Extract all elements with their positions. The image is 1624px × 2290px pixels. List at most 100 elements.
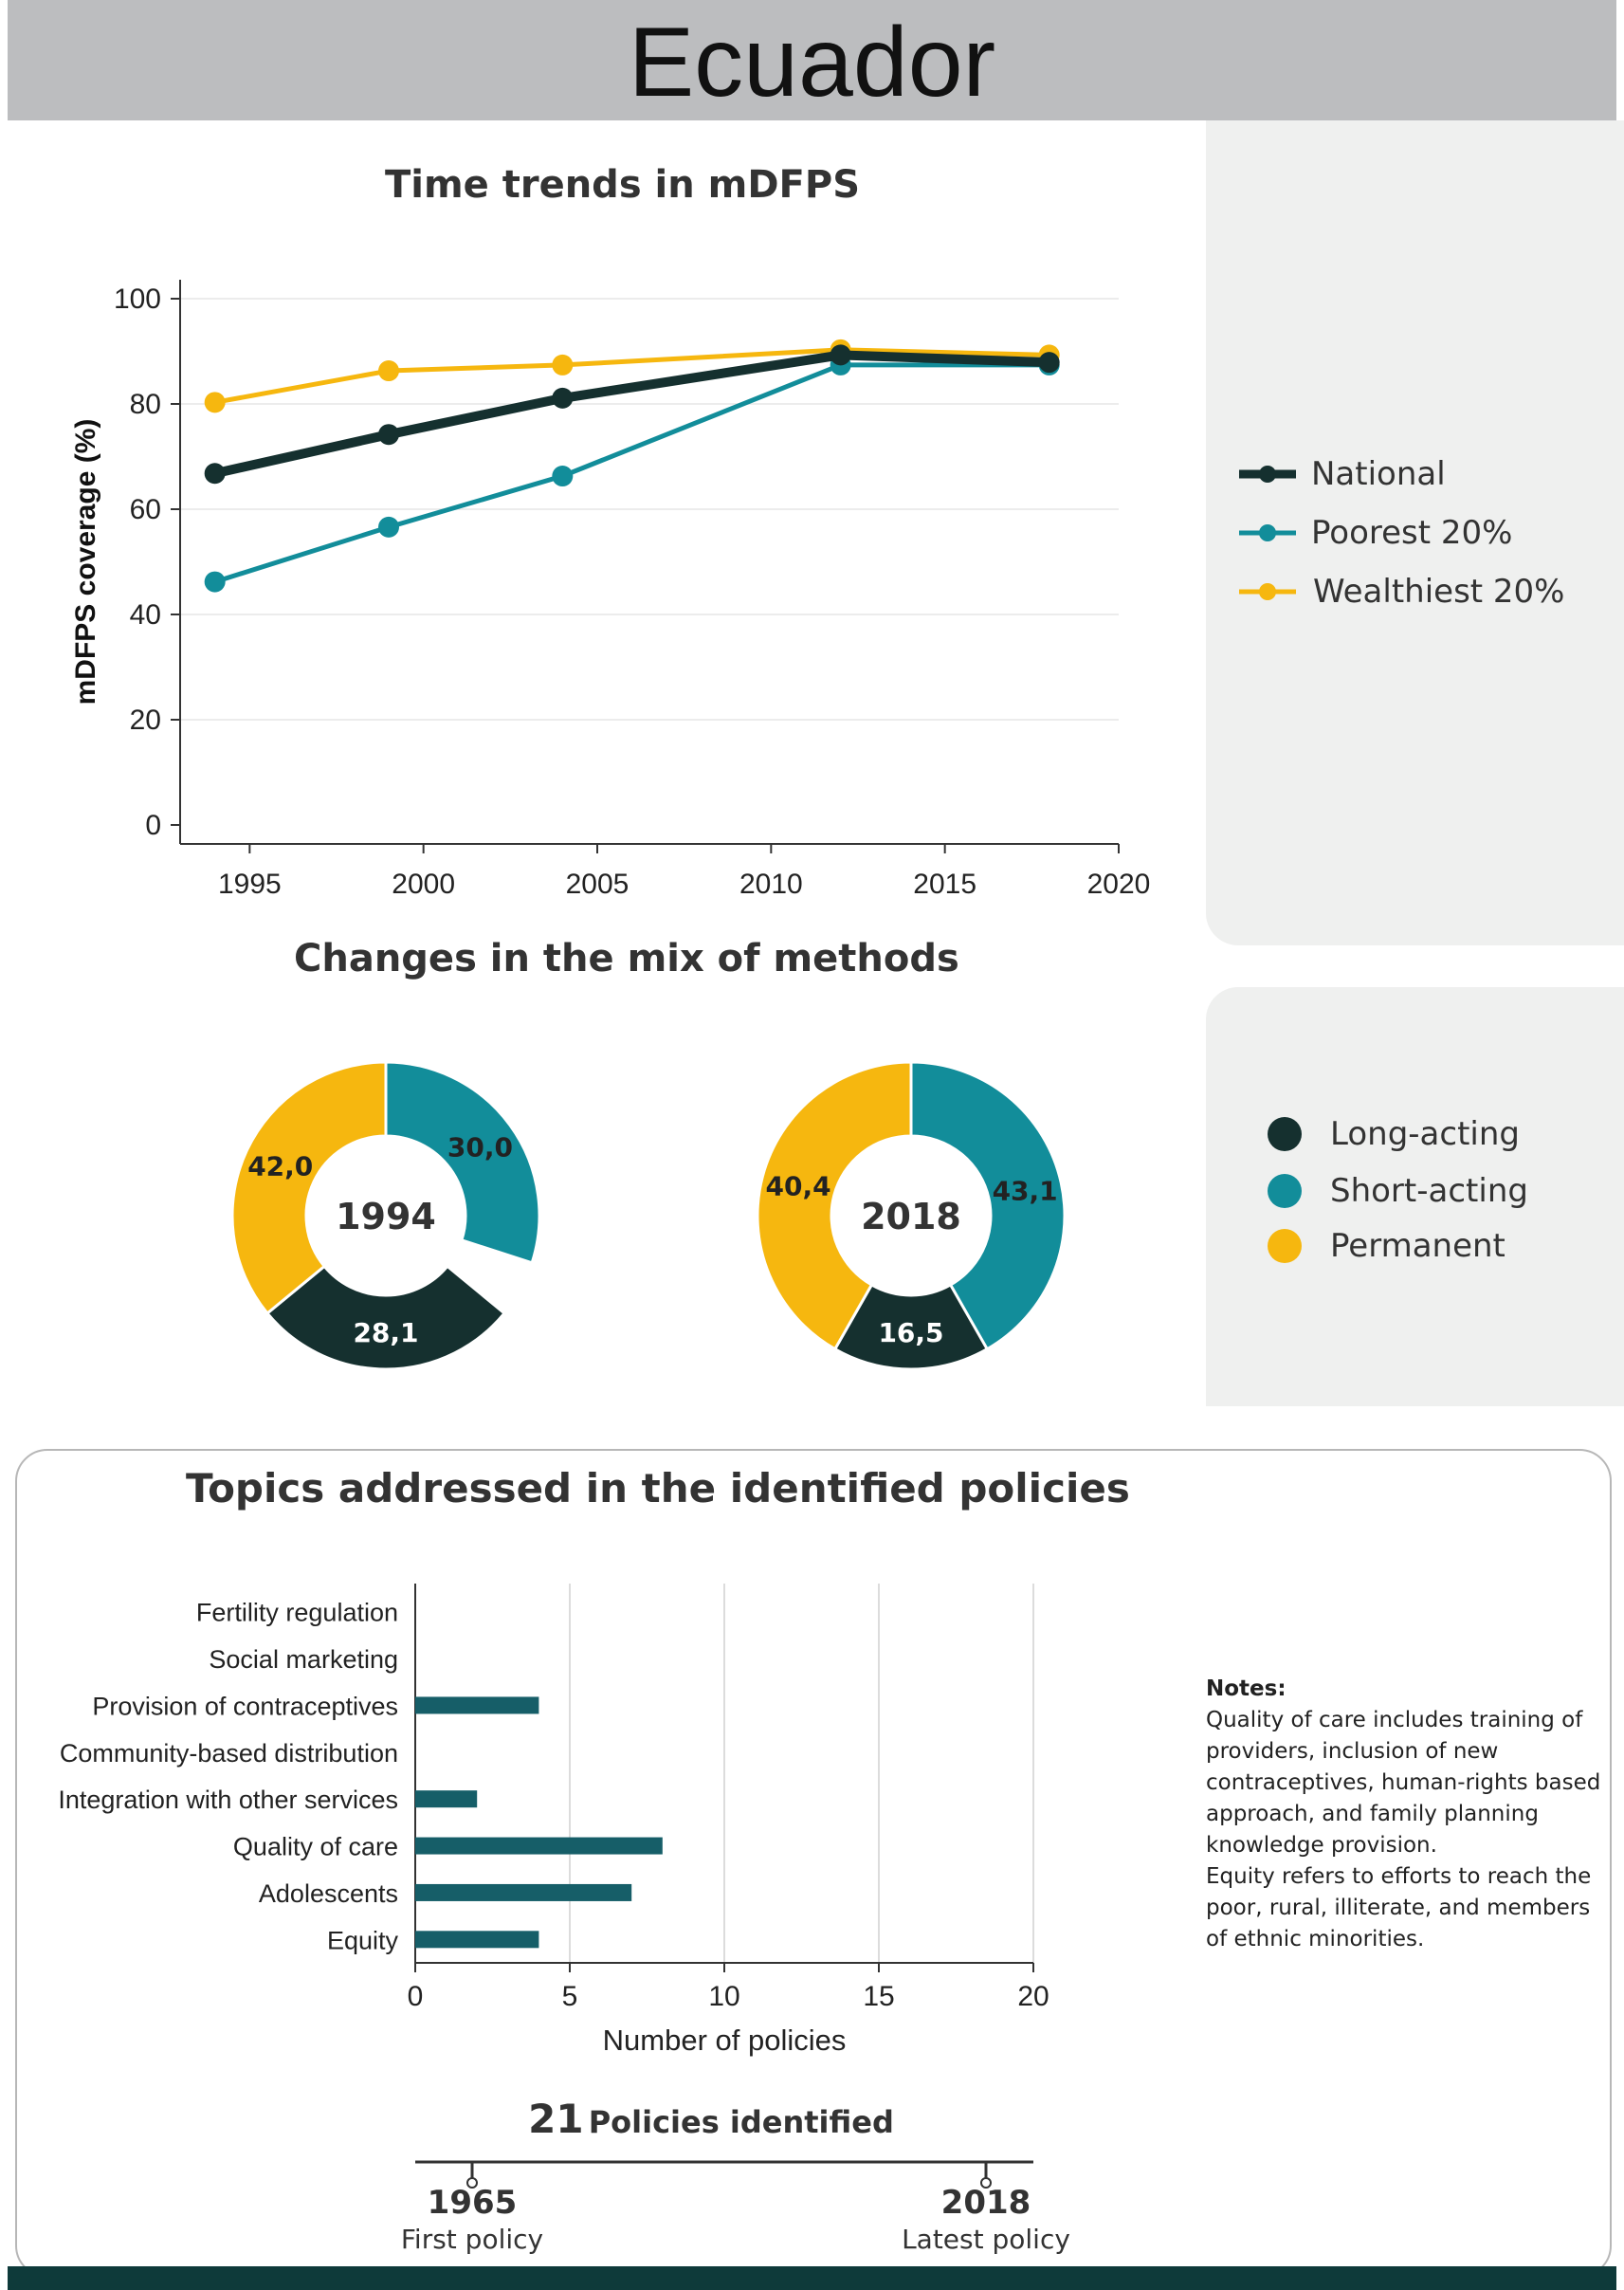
- notes-heading: Notes:: [1206, 1676, 1286, 1701]
- first-policy-label: First policy: [400, 2224, 544, 2255]
- donut-slice-permanent: [230, 1060, 388, 1316]
- first-policy-year: 1965: [427, 2184, 518, 2222]
- y-tick-label: 100: [114, 284, 161, 315]
- donut-label-short-acting: 43,1: [993, 1176, 1058, 1207]
- notes-line: Equity refers to efforts to reach the: [1206, 1864, 1592, 1889]
- donut-label-permanent: 42,0: [247, 1151, 313, 1182]
- category-label: Equity: [327, 1926, 399, 1954]
- donut-label-permanent: 40,4: [766, 1170, 831, 1201]
- x-tick-label: 2015: [913, 869, 976, 900]
- donut-slice-short-acting: [384, 1060, 541, 1265]
- notes-line: Quality of care includes training of: [1206, 1708, 1583, 1732]
- legend-item-short-acting: Short-acting: [1266, 1172, 1528, 1210]
- page-title: Ecuador: [628, 8, 996, 118]
- x-tick-label: 2010: [739, 869, 803, 900]
- data-point-poorest: [204, 571, 226, 593]
- legend-short-acting-circle: [1268, 1174, 1302, 1208]
- x-tick-label: 0: [408, 1981, 424, 2012]
- data-point-wealthiest: [204, 392, 226, 413]
- series-line-national: [213, 350, 1049, 479]
- legend-label-national: National: [1311, 455, 1446, 493]
- latest-policy-label: Latest policy: [902, 2224, 1070, 2255]
- bar: [415, 1837, 663, 1855]
- notes-line: providers, inclusion of new: [1206, 1739, 1499, 1764]
- legend-label-short-acting: Short-acting: [1330, 1172, 1528, 1210]
- data-point-national: [552, 387, 574, 409]
- x-tick-label: 2000: [392, 869, 455, 900]
- data-point-wealthiest: [378, 360, 399, 382]
- methods-donut-charts: 30,0 28,1 42,0 1994 43,1 16,5 40,4 2018: [230, 1060, 1067, 1371]
- x-tick-label: 5: [562, 1981, 578, 2012]
- legend-wealthiest-dot: [1259, 583, 1276, 600]
- donut-year-label: 1994: [336, 1196, 436, 1237]
- category-label: Community-based distribution: [60, 1739, 398, 1768]
- donut-slice-short-acting: [909, 1060, 1067, 1358]
- legend-national-dot: [1259, 466, 1276, 483]
- topics-chart-title: Topics addressed in the identified polic…: [186, 1465, 1130, 1511]
- y-tick-label: 40: [130, 599, 161, 631]
- data-point-national: [830, 344, 851, 366]
- legend-label-long-acting: Long-acting: [1330, 1115, 1520, 1153]
- latest-policy-year: 2018: [940, 2184, 1031, 2222]
- y-tick-label: 60: [130, 494, 161, 525]
- legend-label-poorest: Poorest 20%: [1311, 514, 1513, 552]
- bar: [415, 1790, 478, 1808]
- notes-line: of ethnic minorities.: [1206, 1927, 1425, 1951]
- data-point-wealthiest: [552, 354, 574, 376]
- policies-summary: 21 Policies identified: [0, 2096, 1422, 2142]
- bar: [415, 1696, 539, 1714]
- bar: [415, 1883, 632, 1901]
- legend-item-permanent: Permanent: [1266, 1227, 1505, 1265]
- donut-slice-long-acting: [265, 1264, 507, 1371]
- timeline-marker-first: [466, 2177, 478, 2189]
- footer-bar: [8, 2266, 1616, 2290]
- notes-line: contraceptives, human-rights based: [1206, 1770, 1601, 1795]
- timeline-marker-latest: [980, 2177, 992, 2189]
- category-label: Integration with other services: [58, 1786, 398, 1814]
- trend-chart-title: Time trends in mDFPS: [385, 163, 860, 207]
- policies-label: Policies identified: [588, 2104, 894, 2140]
- data-point-poorest: [552, 466, 574, 487]
- notes-line: approach, and family planning: [1206, 1802, 1539, 1826]
- policies-panel: [15, 1449, 1612, 2278]
- trend-line-chart: 0 20 40 60 80 100 1995 2000 2005 2010 2015 2020 mDFP…: [70, 280, 1151, 900]
- y-tick-label: 20: [130, 705, 161, 736]
- y-axis-label: mDFPS coverage (%): [70, 419, 101, 705]
- x-tick-label: 2020: [1087, 869, 1151, 900]
- legend-label-wealthiest: Wealthiest 20%: [1313, 573, 1565, 611]
- series-line-poorest: [213, 362, 1049, 584]
- category-label: Fertility regulation: [196, 1599, 398, 1627]
- legend-permanent-circle: [1268, 1229, 1302, 1263]
- donut-year-label: 2018: [861, 1196, 961, 1237]
- category-label: Adolescents: [259, 1879, 398, 1908]
- legend-wealthiest-marker: [1239, 583, 1296, 600]
- category-label: Social marketing: [209, 1645, 398, 1674]
- notes-line: poor, rural, illiterate, and members: [1206, 1896, 1591, 1920]
- legend-permanent-dot: [1268, 1229, 1302, 1263]
- legend-item-long-acting: Long-acting: [1266, 1115, 1520, 1153]
- data-point-national: [1038, 352, 1060, 374]
- legend-short-acting-dot: [1268, 1174, 1302, 1208]
- y-tick-label: 0: [145, 810, 161, 841]
- legend-label-permanent: Permanent: [1330, 1227, 1505, 1265]
- data-point-national: [204, 463, 226, 485]
- policies-count: 21: [528, 2096, 584, 2142]
- x-tick-label: 15: [863, 1981, 894, 2012]
- legend-item-poorest: Poorest 20%: [1237, 514, 1512, 552]
- x-axis-label: Number of policies: [603, 2024, 847, 2057]
- legend-poorest-dot: [1259, 524, 1276, 541]
- category-label: Quality of care: [233, 1833, 398, 1861]
- legend-item-national: National: [1237, 455, 1446, 493]
- donut-slice-permanent: [756, 1060, 913, 1351]
- donut-label-long-acting: 28,1: [353, 1317, 418, 1348]
- x-tick-label: 1995: [218, 869, 282, 900]
- x-tick-label: 20: [1017, 1981, 1049, 2012]
- notes-line: knowledge provision.: [1206, 1833, 1437, 1858]
- topics-bar-chart: 0 5 10 15 20 Fertility regulation Social marke…: [58, 1584, 1049, 2057]
- notes-box: Notes: Quality of care includes training…: [1206, 1674, 1604, 1955]
- data-point-poorest: [378, 516, 399, 538]
- donut-label-short-acting: 30,0: [447, 1132, 513, 1163]
- x-tick-label: 10: [708, 1981, 739, 2012]
- legend-item-wealthiest: Wealthiest 20%: [1237, 573, 1565, 611]
- title-bar: Ecuador: [8, 0, 1616, 120]
